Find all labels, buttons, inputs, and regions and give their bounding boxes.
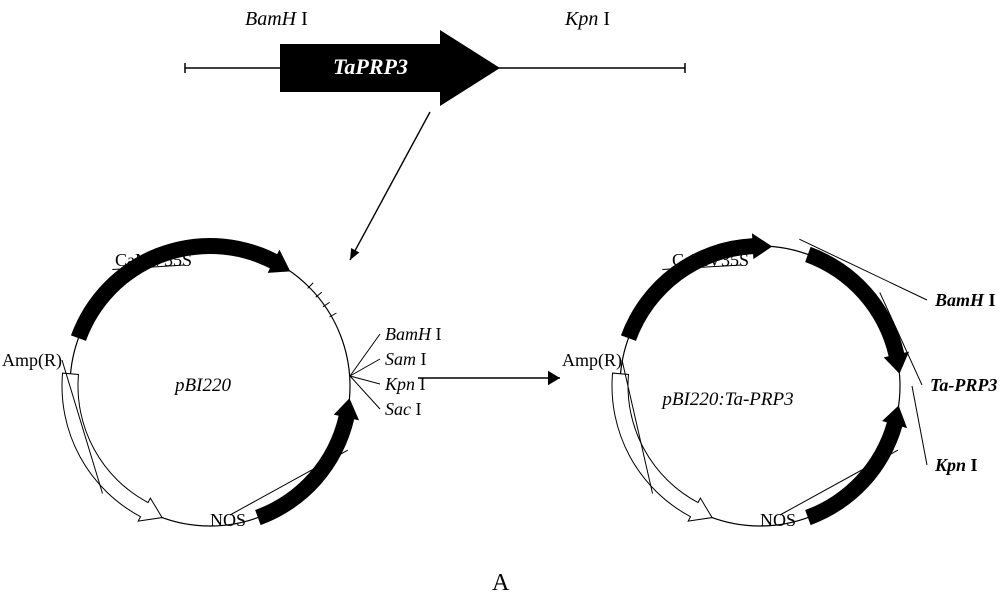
gene-arrow-label: TaPRP3 xyxy=(333,54,408,80)
left-mcs-site-1: Sam I xyxy=(385,349,427,370)
left-mcs-site-3: Sac I xyxy=(385,399,422,420)
right-bamh-label: BamH I xyxy=(935,290,996,311)
figure-letter: A xyxy=(492,570,509,597)
diagram-svg xyxy=(0,0,1000,603)
right-taprp3-label: Ta-PRP3 xyxy=(930,375,997,396)
left-mcs-site-0: BamH I xyxy=(385,324,442,345)
left-amp-label: Amp(R) xyxy=(2,350,62,371)
right-camv35s-label: CaMV35S xyxy=(672,250,749,271)
left-camv35s-label: CaMV35S xyxy=(115,250,192,271)
right-kpn-label: Kpn I xyxy=(935,455,978,476)
left-mcs-site-2: Kpn I xyxy=(385,374,426,395)
diagram-canvas: TaPRP3 BamH I Kpn I CaMV35S Amp(R) NOS BamH I S… xyxy=(0,0,1000,603)
left-nos-label: NOS xyxy=(210,510,246,531)
right-nos-label: NOS xyxy=(760,510,796,531)
left-plasmid-name: pBI220 xyxy=(175,375,231,397)
top-left-site-label: BamH I xyxy=(245,8,308,31)
right-amp-label: Amp(R) xyxy=(562,350,622,371)
right-plasmid-name: pBI220:Ta-PRP3 xyxy=(662,389,793,411)
top-right-site-label: Kpn I xyxy=(565,8,610,31)
